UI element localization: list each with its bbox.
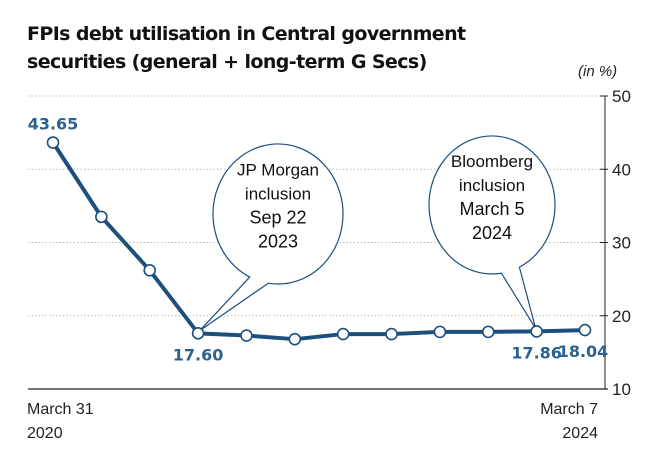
data-point bbox=[191, 327, 205, 340]
data-point bbox=[385, 327, 398, 341]
x-start-label: March 31 2020 bbox=[27, 398, 94, 446]
callout-bubble bbox=[199, 143, 344, 331]
callout-bubble bbox=[428, 135, 556, 329]
callout-text: JP Morgan bbox=[237, 161, 319, 180]
data-point bbox=[433, 325, 447, 339]
x-end-label: March 7 2024 bbox=[540, 398, 598, 446]
callout-text: March 5 bbox=[459, 199, 524, 219]
x-start-line2: 2020 bbox=[27, 425, 63, 442]
chart-title: FPIs debt utilisation in Central governm… bbox=[27, 23, 466, 73]
data-label: 43.65 bbox=[28, 115, 79, 134]
data-label: 17.86 bbox=[511, 343, 562, 362]
data-point bbox=[240, 329, 253, 342]
y-tick-label: 20 bbox=[612, 307, 631, 326]
y-tick-label: 40 bbox=[612, 160, 631, 179]
data-point bbox=[530, 325, 543, 338]
y-tick-label: 30 bbox=[612, 234, 631, 253]
data-point bbox=[578, 323, 592, 337]
data-point bbox=[95, 210, 108, 224]
y-tick-label: 50 bbox=[612, 87, 631, 106]
x-end-line1: March 7 bbox=[540, 401, 598, 418]
x-end-line2: 2024 bbox=[562, 425, 598, 442]
data-point bbox=[336, 327, 350, 341]
y-tick-label: 10 bbox=[612, 380, 631, 399]
callout-text: inclusion bbox=[459, 176, 525, 195]
callout-text: Bloomberg bbox=[451, 152, 533, 171]
callout-text: 2024 bbox=[472, 223, 512, 243]
data-point bbox=[481, 325, 495, 339]
series-line bbox=[51, 141, 586, 342]
data-label: 18.04 bbox=[558, 342, 609, 361]
data-point bbox=[288, 332, 302, 346]
data-point bbox=[46, 136, 60, 149]
callout-text: Sep 22 bbox=[249, 208, 306, 228]
callout-text: 2023 bbox=[258, 232, 298, 252]
unit-label: (in %) bbox=[578, 63, 618, 80]
callout-text: inclusion bbox=[245, 185, 311, 204]
data-label: 17.60 bbox=[173, 345, 224, 364]
data-point bbox=[143, 264, 157, 277]
x-start-line1: March 31 bbox=[27, 401, 94, 418]
